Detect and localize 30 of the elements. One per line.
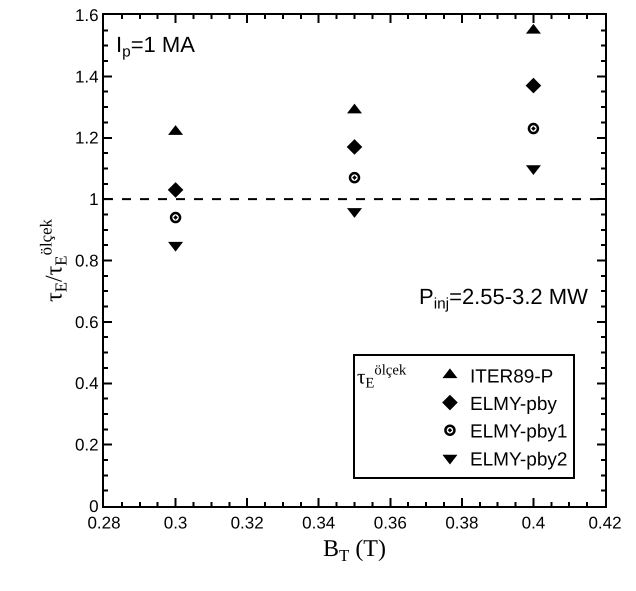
y-tick-label: 1	[89, 190, 99, 210]
legend-label: ELMY-pby	[470, 394, 558, 415]
x-tick-label: 0.36	[374, 513, 407, 532]
x-tick-label: 0.34	[302, 513, 336, 532]
y-tick-label: 0.6	[74, 312, 99, 332]
point	[526, 78, 542, 94]
x-tick-label: 0.4	[522, 513, 546, 532]
legend-label: ELMY-pby2	[470, 449, 568, 470]
x-axis-title: B$_{T}$ (T)	[323, 536, 386, 566]
x-tick-label: 0.38	[445, 513, 478, 532]
y-tick-label: 1.6	[74, 6, 99, 25]
y-tick-label: 0.4	[74, 374, 99, 394]
legend-label: ELMY-pby1	[470, 422, 568, 443]
point	[528, 122, 540, 134]
y-tick-label: 0	[89, 496, 99, 516]
annotation: I$_{p}$=1 MA	[116, 32, 196, 61]
x-tick-label: 0.32	[230, 513, 264, 532]
x-tick-label: 0.42	[588, 513, 622, 532]
y-tick-label: 0.2	[74, 436, 99, 455]
legend-label: ITER89-P	[470, 366, 554, 388]
point	[168, 182, 184, 198]
annotation: P$_{inj}$=2.55-3.2 MW	[419, 284, 588, 313]
point	[170, 212, 182, 224]
x-tick-label: 0.3	[164, 513, 188, 532]
y-tick-label: 1.4	[74, 67, 99, 86]
point	[346, 139, 362, 155]
y-tick-label: 1.2	[74, 128, 99, 148]
y-tick-label: 0.8	[74, 251, 99, 270]
x-tick-label: 0.28	[87, 513, 121, 532]
point	[348, 172, 360, 184]
